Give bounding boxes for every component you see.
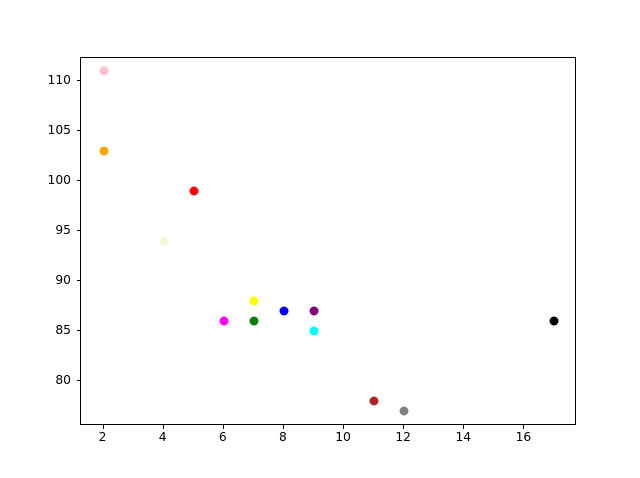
plot-area [81, 58, 575, 424]
x-tick-label: 6 [218, 430, 227, 444]
x-tick-label: 16 [515, 430, 532, 444]
x-tick-label: 10 [335, 430, 351, 444]
scatter-point [99, 66, 109, 76]
x-tick-mark [463, 425, 465, 429]
x-tick-label: 2 [98, 430, 107, 444]
scatter-point [189, 186, 199, 196]
y-tick-mark [76, 280, 80, 282]
x-tick-mark [282, 425, 284, 429]
scatter-point [309, 326, 319, 336]
y-tick-label: 90 [55, 273, 71, 287]
y-tick-label: 80 [55, 373, 71, 387]
y-tick-label: 95 [55, 223, 71, 237]
scatter-point [309, 306, 319, 316]
y-tick-mark [76, 230, 80, 232]
y-tick-label: 105 [47, 123, 71, 137]
x-tick-label: 12 [395, 430, 411, 444]
scatter-point [399, 406, 409, 416]
scatter-point [279, 306, 289, 316]
x-tick-label: 4 [158, 430, 167, 444]
axes-frame [80, 57, 576, 425]
scatter-point [159, 236, 169, 246]
scatter-point [249, 296, 259, 306]
y-tick-mark [76, 80, 80, 82]
scatter-point [249, 316, 259, 326]
y-tick-mark [76, 130, 80, 132]
x-tick-mark [343, 425, 345, 429]
y-tick-mark [76, 180, 80, 182]
y-tick-label: 110 [47, 73, 71, 87]
scatter-point [369, 396, 379, 406]
x-tick-label: 8 [278, 430, 287, 444]
y-tick-label: 100 [47, 173, 71, 187]
x-tick-label: 14 [455, 430, 472, 444]
x-axis-tick-labels: 2 4 6 8 10 12 14 16 [0, 430, 640, 450]
x-tick-mark [162, 425, 164, 429]
scatter-point [99, 146, 109, 156]
x-tick-mark [523, 425, 525, 429]
y-tick-label: 85 [55, 323, 71, 337]
y-tick-mark [76, 380, 80, 382]
y-axis-tick-labels: 80 85 90 95 100 105 110 [0, 57, 71, 425]
x-tick-mark [102, 425, 104, 429]
x-tick-mark [403, 425, 405, 429]
y-tick-mark [76, 330, 80, 332]
x-tick-mark [222, 425, 224, 429]
scatter-point [219, 316, 229, 326]
scatter-point [549, 316, 559, 326]
